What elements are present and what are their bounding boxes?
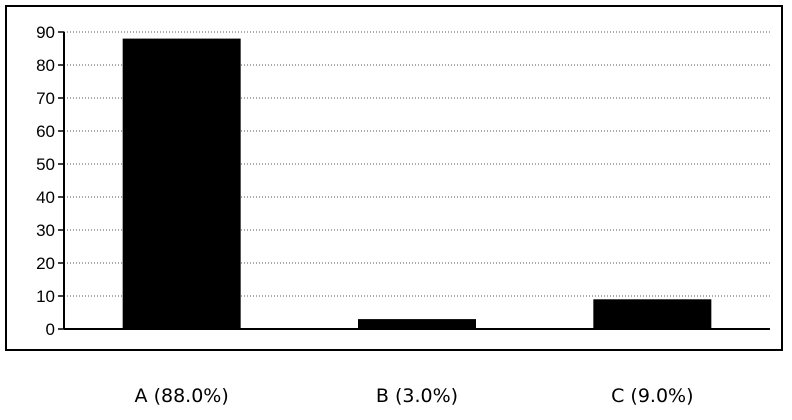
y-tick-label: 80: [36, 56, 55, 75]
y-ticks: 0 10 20 30 40 50 60 70 80 90: [36, 23, 64, 339]
category-labels: A (88.0%) B (3.0%) C (9.0%): [135, 385, 694, 407]
bar-2: [358, 319, 476, 329]
category-label: A (88.0%): [135, 385, 229, 407]
y-tick-label: 10: [36, 287, 55, 306]
y-tick-label: 30: [36, 221, 55, 240]
category-label: B (3.0%): [376, 385, 458, 407]
y-tick-label: 40: [36, 188, 55, 207]
y-tick-label: 90: [36, 23, 55, 42]
y-tick-label: 70: [36, 89, 55, 108]
y-tick-label: 0: [46, 320, 55, 339]
y-tick-label: 60: [36, 122, 55, 141]
category-label: C (9.0%): [611, 385, 693, 407]
y-tick-label: 20: [36, 254, 55, 273]
bars: [122, 38, 712, 329]
bar-3: [593, 299, 712, 329]
y-tick-label: 50: [36, 155, 55, 174]
bar-1: [122, 38, 241, 329]
plot-frame: [5, 5, 783, 351]
